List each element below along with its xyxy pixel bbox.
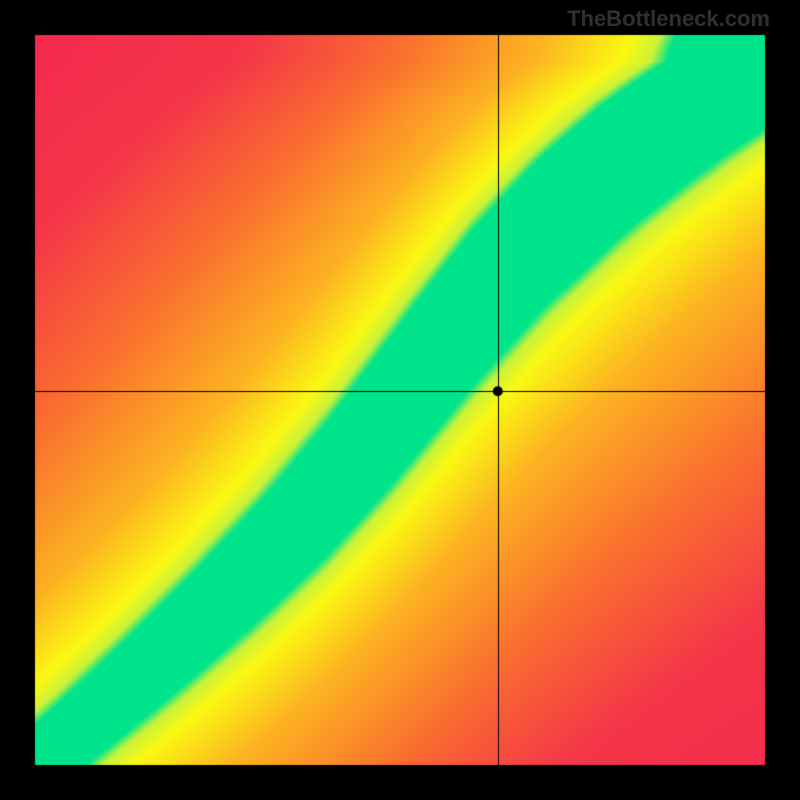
chart-container: TheBottleneck.com: [0, 0, 800, 800]
bottleneck-heatmap: [0, 0, 800, 800]
watermark-text: TheBottleneck.com: [567, 6, 770, 32]
